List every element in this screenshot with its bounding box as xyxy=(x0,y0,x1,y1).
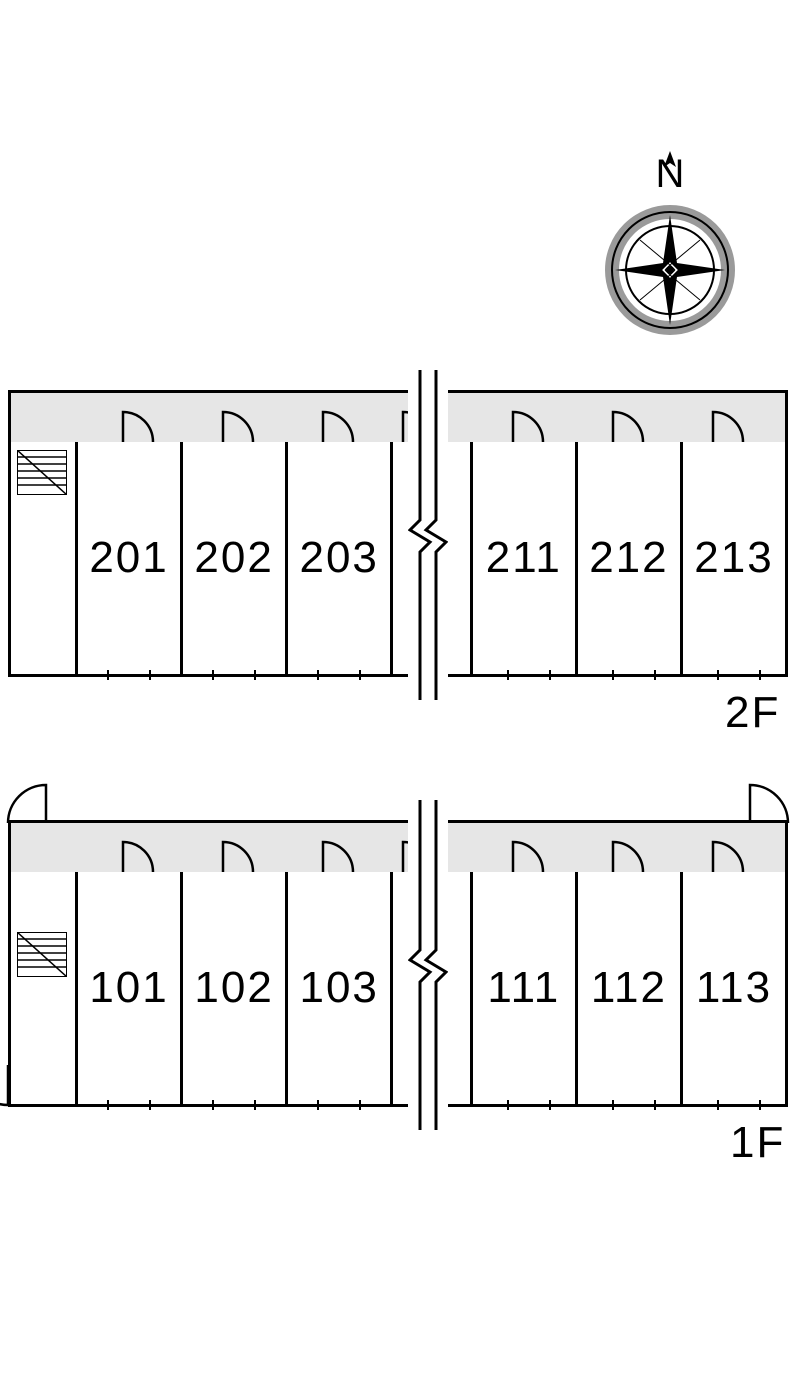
floor-2f: 201 202 203 211 212 213 xyxy=(8,390,788,680)
door-arcs-1f xyxy=(0,780,800,880)
unit-label: 212 xyxy=(589,533,668,583)
floor-plan-canvas: N xyxy=(0,0,800,1381)
unit-112: 112 xyxy=(578,872,683,1107)
unit-201: 201 xyxy=(78,442,183,677)
unit-212: 212 xyxy=(578,442,683,677)
unit-103: 103 xyxy=(288,872,393,1107)
unit-113: 113 xyxy=(683,872,788,1107)
stairs-icon xyxy=(17,450,67,495)
break-line-icon xyxy=(408,370,448,700)
door-arcs-2f xyxy=(8,390,788,450)
unit-213: 213 xyxy=(683,442,788,677)
unit-label: 103 xyxy=(299,963,378,1013)
floor-label-1f: 1F xyxy=(730,1118,785,1168)
compass-icon: N xyxy=(595,145,745,345)
stairwell-1f xyxy=(8,872,78,1107)
compass-rose: N xyxy=(595,145,745,345)
unit-111: 111 xyxy=(473,872,578,1107)
unit-label: 113 xyxy=(696,963,772,1013)
stairwell-2f xyxy=(8,442,78,677)
unit-label: 111 xyxy=(487,963,560,1013)
unit-label: 202 xyxy=(194,533,273,583)
unit-label: 201 xyxy=(89,533,168,583)
unit-label: 101 xyxy=(89,963,168,1013)
floor-label-2f: 2F xyxy=(725,688,780,738)
unit-102: 102 xyxy=(183,872,288,1107)
unit-label: 112 xyxy=(591,963,667,1013)
unit-label: 213 xyxy=(694,533,773,583)
exterior-door-1f xyxy=(0,1065,18,1115)
unit-label: 211 xyxy=(486,533,562,583)
unit-211: 211 xyxy=(473,442,578,677)
break-mark-2f xyxy=(408,370,448,700)
floor-1f: 101 102 103 111 112 113 xyxy=(8,820,788,1110)
stairs-icon xyxy=(17,932,67,977)
unit-203: 203 xyxy=(288,442,393,677)
unit-label: 203 xyxy=(299,533,378,583)
break-mark-1f xyxy=(408,800,448,1130)
unit-202: 202 xyxy=(183,442,288,677)
unit-101: 101 xyxy=(78,872,183,1107)
break-line-icon xyxy=(408,800,448,1130)
unit-label: 102 xyxy=(194,963,273,1013)
